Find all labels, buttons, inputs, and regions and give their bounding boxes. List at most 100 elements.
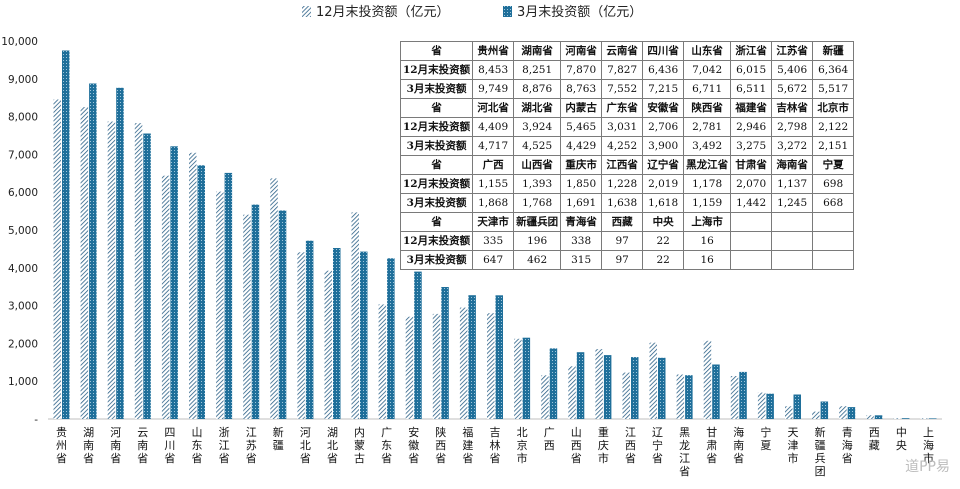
table-row-header: 省: [399, 41, 474, 61]
table-cell: 22: [642, 250, 685, 270]
bar-dec: [487, 313, 495, 419]
bar-mar: [62, 50, 70, 419]
table-cell: 6,364: [812, 60, 855, 80]
table-cell: 1,159: [683, 193, 732, 213]
watermark: 道PP易: [905, 459, 950, 475]
y-tick-label: 6,000: [8, 187, 38, 199]
table-cell: 3,900: [642, 136, 685, 156]
bar-dec: [161, 175, 170, 419]
table-row-header: 12月末投资额: [399, 60, 474, 80]
table-cell: 2,798: [771, 117, 814, 137]
y-tick-label: 3,000: [8, 301, 38, 313]
bar-dec: [351, 212, 359, 419]
table-cell: 16: [683, 250, 732, 270]
bar-dec: [432, 313, 441, 419]
table-cell: 广西: [472, 155, 515, 175]
bar-dec: [649, 342, 657, 419]
bar-mar: [929, 418, 937, 419]
bar-mar: [143, 133, 151, 419]
bar-dec: [405, 316, 414, 419]
x-category-label: 吉林省: [490, 426, 501, 465]
table-cell: 3,031: [601, 117, 644, 137]
bars: [53, 50, 937, 420]
table-cell: 7,827: [601, 60, 644, 80]
bar-mar: [603, 355, 612, 419]
table-row-mar: 3月末投资额 1,868 1,768 1,691 1,638 1,618 1,159 1,44…: [399, 193, 855, 213]
x-category-label: 辽宁省: [652, 426, 663, 465]
table-cell: 1,245: [771, 193, 814, 213]
table-row-dec: 12月末投资额 4,409 3,924 5,465 3,031 2,706 2,781 2,9…: [399, 117, 855, 137]
table-row-mar: 3月末投资额 4,717 4,525 4,429 4,252 3,900 3,492 3,27…: [399, 136, 855, 156]
table-row-header: 12月末投资额: [399, 231, 474, 251]
table-row-header: 3月末投资额: [399, 193, 474, 213]
bar-mar: [631, 357, 639, 419]
bar-mar: [685, 375, 693, 419]
table-cell: 2,706: [642, 117, 685, 137]
table-cell: 196: [513, 231, 562, 251]
legend-swatch-mar: [503, 6, 512, 17]
y-tick-label: 7,000: [8, 149, 38, 161]
table-cell: 江西省: [601, 155, 644, 175]
bar-dec: [839, 406, 847, 419]
bar-dec: [785, 406, 793, 419]
table-cell: 4,525: [513, 136, 562, 156]
table-cell: [812, 250, 855, 270]
bar-mar: [441, 287, 449, 419]
table-row-header: 3月末投资额: [399, 136, 474, 156]
table-cell: [771, 212, 814, 232]
bar-mar: [739, 371, 747, 419]
table-cell: 16: [683, 231, 732, 251]
x-category-label: 湖北省: [327, 426, 338, 465]
table-cell: 2,122: [812, 117, 855, 137]
bar-dec: [107, 121, 116, 419]
table-cell: 1,638: [601, 193, 644, 213]
table-cell: 6,511: [730, 79, 773, 99]
table-cell: [730, 212, 773, 232]
bar-mar: [333, 248, 341, 419]
bar-dec: [134, 123, 143, 419]
table-cell: 1,137: [771, 174, 814, 194]
table-cell: 3,492: [683, 136, 732, 156]
table-cell: 辽宁省: [642, 155, 685, 175]
bar-mar: [278, 210, 287, 419]
bar-mar: [712, 364, 720, 419]
table-cell: 广东省: [601, 98, 644, 118]
table-cell: 安徽省: [642, 98, 685, 118]
table-cell: 中央: [642, 212, 685, 232]
table-row-mar: 3月末投资额 9,749 8,876 8,763 7,552 7,215 6,711 6,51…: [399, 79, 855, 99]
y-tick-label: 10,000: [1, 36, 38, 48]
y-tick-label: 5,000: [8, 225, 38, 237]
table-cell: 湖南省: [513, 41, 562, 61]
table-cell: 2,019: [642, 174, 685, 194]
x-category-label: 甘肃省: [706, 426, 717, 465]
table-cell: 97: [601, 250, 644, 270]
table-cell: [730, 231, 773, 251]
bar-mar: [116, 87, 124, 420]
table-cell: 1,393: [513, 174, 562, 194]
table-cell: 湖北省: [513, 98, 562, 118]
table-cell: 8,453: [472, 60, 515, 80]
table-cell: 贵州省: [472, 41, 515, 61]
x-category-label: 广东省: [381, 426, 392, 465]
table-cell: [771, 250, 814, 270]
x-category-label: 宁夏: [760, 425, 771, 452]
table-cell: 北京市: [812, 98, 855, 118]
table-cell: 海南省: [771, 155, 814, 175]
table-cell: 8,763: [560, 79, 603, 99]
table-cell: 5,517: [812, 79, 855, 99]
y-axis: - 1,000 2,000 3,000 4,000 5,000 6,000 7,000 8,00…: [1, 36, 942, 426]
table-cell: 西藏: [601, 212, 644, 232]
bar-mar: [360, 251, 368, 419]
table-cell: 上海市: [683, 212, 732, 232]
bar-mar: [522, 337, 531, 419]
table-cell: 1,618: [642, 193, 685, 213]
x-axis-labels: 贵州省 湖南省 河南省 云南省 四川省 山东省 浙江省 江苏省 新疆 河北省 湖北省 内蒙古 广东省 安徽…: [56, 425, 934, 478]
bar-dec: [920, 418, 928, 419]
bar-dec: [812, 411, 820, 419]
bar-mar: [251, 204, 260, 419]
table-cell: 黑龙江省: [683, 155, 732, 175]
bar-dec: [53, 99, 61, 419]
table-cell: 22: [642, 231, 685, 251]
bar-dec: [80, 107, 89, 419]
x-category-label: 山东省: [192, 426, 203, 465]
